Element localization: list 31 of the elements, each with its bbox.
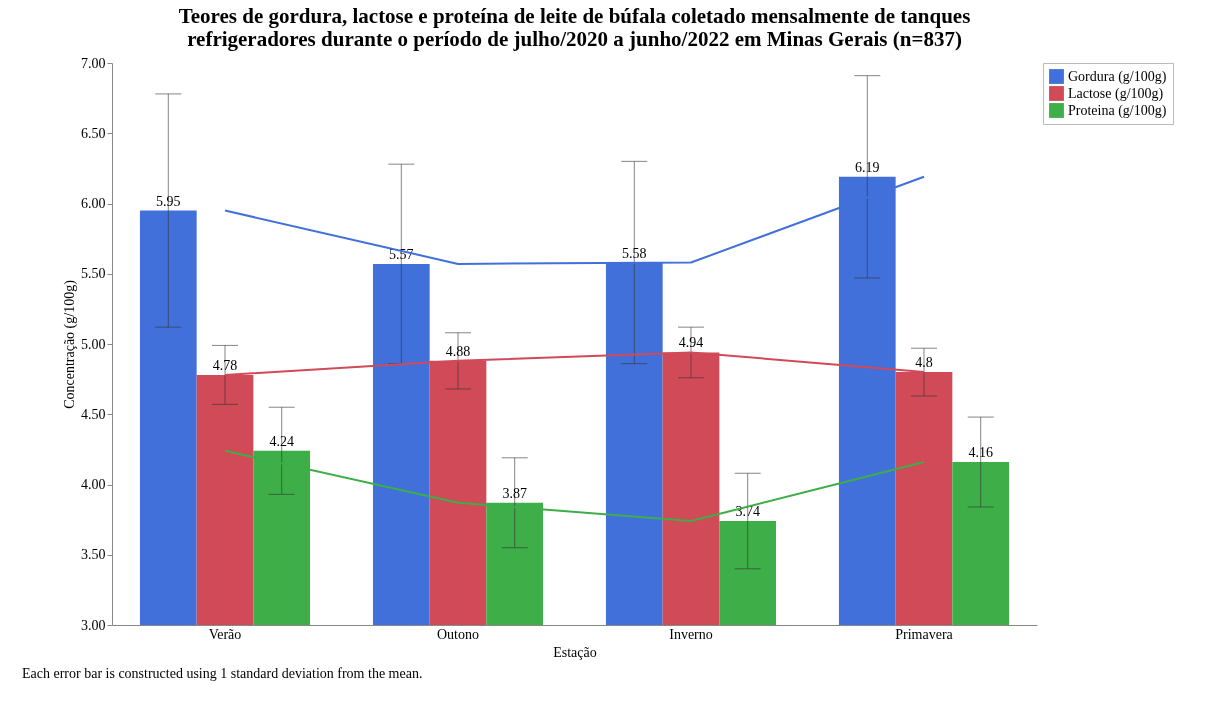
data-label: 5.95 — [156, 193, 181, 209]
x-tick-label: Primavera — [895, 626, 954, 642]
text: Each error bar is constructed using 1 standard deviation from the mean. — [22, 666, 423, 681]
y-tick-label: 6.50 — [81, 125, 106, 141]
data-label: 5.57 — [389, 246, 414, 262]
data-label: 4.8 — [915, 355, 933, 371]
x-tick-label: Inverno — [669, 626, 713, 642]
data-label: 4.16 — [968, 445, 993, 461]
y-tick-label: 3.50 — [81, 547, 106, 563]
y-tick-label: 6.00 — [81, 196, 106, 211]
legend-label: Gordura (g/100g) — [1068, 68, 1167, 85]
y-tick-label: 5.00 — [81, 336, 106, 352]
y-tick-label: 5.50 — [81, 266, 106, 282]
x-tick-label: Outono — [437, 626, 479, 642]
legend-label: Lactose (g/100g) — [1068, 85, 1164, 102]
y-tick-label: 7.00 — [81, 55, 106, 71]
x-axis-title: Estação — [553, 644, 597, 660]
y-axis-title: Concentração (g/100g) — [62, 279, 78, 409]
y-tick-label: 4.50 — [81, 406, 106, 422]
y-tick-label: 4.00 — [81, 477, 106, 492]
y-tick-label: 3.00 — [81, 617, 106, 633]
data-label: 3.87 — [502, 485, 527, 501]
data-label: 4.94 — [678, 335, 704, 351]
data-label: 6.19 — [855, 159, 880, 175]
x-tick-label: Verão — [208, 626, 242, 642]
data-label: 4.24 — [269, 433, 294, 449]
data-label: 4.88 — [445, 343, 471, 359]
data-label: 4.78 — [212, 357, 238, 373]
data-label: 5.58 — [622, 245, 647, 261]
chart-title: Teores de gordura, lactose e proteína de leite de búfala coletado mensalmente de tanques refrigeradores durante o período de julho/2020 a junho/2022 em Minas Gerais (n=837) — [178, 4, 971, 51]
legend-label: Proteina (g/100g) — [1068, 102, 1167, 119]
